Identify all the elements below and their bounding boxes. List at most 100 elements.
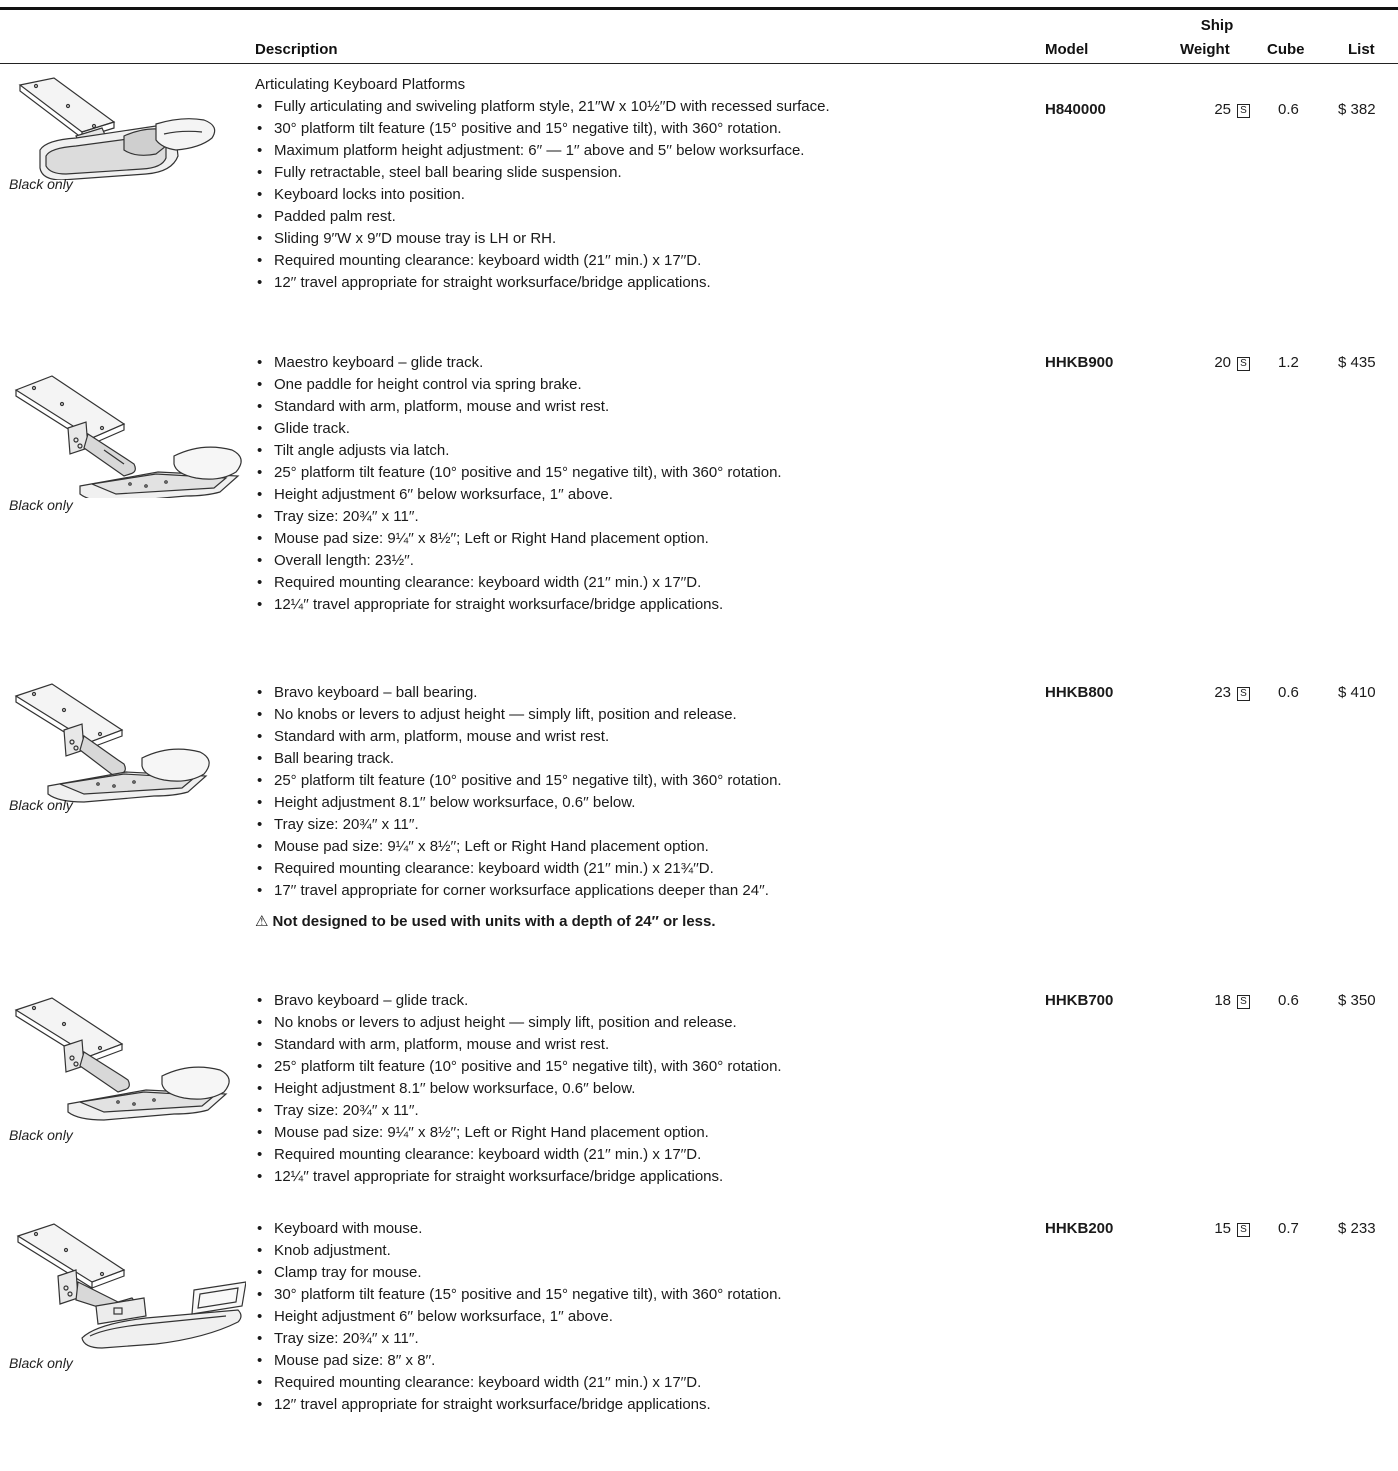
warning-text: Not designed to be used with units with … (272, 913, 716, 930)
header-description: Description (255, 41, 338, 58)
product-description: Articulating Keyboard Platforms Fully ar… (255, 74, 1015, 294)
feature-item: Maestro keyboard – glide track. (255, 352, 1015, 374)
feature-item: Standard with arm, platform, mouse and w… (255, 1034, 1015, 1056)
feature-item: Mouse pad size: 9¼′′ x 8½′′; Left or Rig… (255, 836, 1015, 858)
feature-item: Required mounting clearance: keyboard wi… (255, 572, 1015, 594)
shipping-code-badge: S (1237, 995, 1250, 1009)
feature-item: Tray size: 20¾′′ x 11′′. (255, 814, 1015, 836)
feature-item: No knobs or levers to adjust height — si… (255, 704, 1015, 726)
feature-item: Keyboard locks into position. (255, 184, 1015, 206)
keyboard-arm-mouse-tray-icon (6, 992, 250, 1122)
feature-item: Glide track. (255, 418, 1015, 440)
feature-item: 12′′ travel appropriate for straight wor… (255, 1394, 1015, 1416)
shipping-code-badge: S (1237, 687, 1250, 701)
color-caption: Black only (9, 1355, 73, 1371)
section-title: Articulating Keyboard Platforms (255, 76, 466, 93)
feature-item: Height adjustment 6′′ below worksurface,… (255, 484, 1015, 506)
color-caption: Black only (9, 1127, 73, 1143)
keyboard-arm-mouse-tray-icon (6, 678, 250, 808)
cube-value: 0.7 (1278, 1220, 1299, 1237)
model-number: HHKB700 (1045, 992, 1114, 1009)
feature-item: 12′′ travel appropriate for straight wor… (255, 272, 1015, 294)
header-model: Model (1045, 41, 1089, 58)
feature-list: Bravo keyboard – ball bearing. No knobs … (255, 682, 1015, 902)
feature-item: 25° platform tilt feature (10° positive … (255, 1056, 1015, 1078)
shipping-code-badge: S (1237, 357, 1250, 371)
product-description: Maestro keyboard – glide track. One padd… (255, 352, 1015, 616)
feature-item: 12¼′′ travel appropriate for straight wo… (255, 1166, 1015, 1188)
cube-value: 1.2 (1278, 354, 1299, 371)
warning-note: ⚠ Not designed to be used with units with… (255, 911, 1015, 933)
feature-item: Mouse pad size: 9¼′′ x 8½′′; Left or Rig… (255, 1122, 1015, 1144)
feature-item: Sliding 9′′W x 9′′D mouse tray is LH or … (255, 228, 1015, 250)
ship-weight: 20 S (1172, 352, 1250, 374)
ship-weight-value: 23 (1214, 684, 1231, 701)
keyboard-arm-mouse-tray-icon (6, 368, 250, 498)
feature-item: One paddle for height control via spring… (255, 374, 1015, 396)
feature-item: Overall length: 23½′′. (255, 550, 1015, 572)
feature-item: No knobs or levers to adjust height — si… (255, 1012, 1015, 1034)
feature-item: Maximum platform height adjustment: 6′′ … (255, 140, 1015, 162)
feature-item: Clamp tray for mouse. (255, 1262, 1015, 1284)
feature-item: Keyboard with mouse. (255, 1218, 1015, 1240)
feature-item: Tray size: 20¾′′ x 11′′. (255, 1328, 1015, 1350)
header-rule (0, 63, 1398, 64)
cube-value: 0.6 (1278, 101, 1299, 118)
ship-weight-value: 25 (1214, 101, 1231, 118)
feature-item: Padded palm rest. (255, 206, 1015, 228)
feature-item: 12¼′′ travel appropriate for straight wo… (255, 594, 1015, 616)
header-ship: Ship (1200, 17, 1234, 34)
feature-list: Fully articulating and swiveling platfor… (255, 96, 1015, 294)
feature-item: Required mounting clearance: keyboard wi… (255, 1144, 1015, 1166)
list-price: $ 350 (1338, 992, 1376, 1009)
ship-weight-value: 15 (1214, 1220, 1231, 1237)
list-price: $ 382 (1338, 101, 1376, 118)
color-caption: Black only (9, 176, 73, 192)
header-list: List (1348, 41, 1375, 58)
model-number: HHKB900 (1045, 354, 1114, 371)
cube-value: 0.6 (1278, 992, 1299, 1009)
feature-item: 25° platform tilt feature (10° positive … (255, 462, 1015, 484)
feature-item: Bravo keyboard – ball bearing. (255, 682, 1015, 704)
feature-item: Tilt angle adjusts via latch. (255, 440, 1015, 462)
feature-item: Standard with arm, platform, mouse and w… (255, 396, 1015, 418)
feature-list: Bravo keyboard – glide track. No knobs o… (255, 990, 1015, 1188)
ship-weight-value: 18 (1214, 992, 1231, 1009)
cube-value: 0.6 (1278, 684, 1299, 701)
product-description: Keyboard with mouse. Knob adjustment. Cl… (255, 1218, 1015, 1416)
header-weight: Weight (1180, 41, 1230, 58)
feature-item: Fully retractable, steel ball bearing sl… (255, 162, 1015, 184)
shipping-code-badge: S (1237, 104, 1250, 118)
list-price: $ 435 (1338, 354, 1376, 371)
feature-item: Required mounting clearance: keyboard wi… (255, 250, 1015, 272)
feature-item: Fully articulating and swiveling platfor… (255, 96, 1015, 118)
ship-weight: 23 S (1172, 682, 1250, 704)
warning-icon: ⚠ (255, 913, 269, 930)
ship-weight: 18 S (1172, 990, 1250, 1012)
model-number: H840000 (1045, 101, 1106, 118)
feature-item: Knob adjustment. (255, 1240, 1015, 1262)
feature-item: Mouse pad size: 9¼′′ x 8½′′; Left or Rig… (255, 528, 1015, 550)
feature-item: Tray size: 20¾′′ x 11′′. (255, 506, 1015, 528)
list-price: $ 410 (1338, 684, 1376, 701)
feature-item: Ball bearing track. (255, 748, 1015, 770)
feature-list: Keyboard with mouse. Knob adjustment. Cl… (255, 1218, 1015, 1416)
keyboard-arm-clamp-tray-icon (6, 1220, 250, 1350)
model-number: HHKB200 (1045, 1220, 1114, 1237)
feature-item: Height adjustment 6′′ below worksurface,… (255, 1306, 1015, 1328)
feature-item: Bravo keyboard – glide track. (255, 990, 1015, 1012)
model-number: HHKB800 (1045, 684, 1114, 701)
feature-item: 17′′ travel appropriate for corner works… (255, 880, 1015, 902)
header-cube: Cube (1267, 41, 1305, 58)
product-description: Bravo keyboard – glide track. No knobs o… (255, 990, 1015, 1188)
top-rule (0, 7, 1398, 10)
feature-item: Height adjustment 8.1′′ below worksurfac… (255, 1078, 1015, 1100)
product-description: Bravo keyboard – ball bearing. No knobs … (255, 682, 1015, 933)
ship-weight-value: 20 (1214, 354, 1231, 371)
feature-list: Maestro keyboard – glide track. One padd… (255, 352, 1015, 616)
ship-weight: 25 S (1172, 99, 1250, 121)
shipping-code-badge: S (1237, 1223, 1250, 1237)
feature-item: 30° platform tilt feature (15° positive … (255, 1284, 1015, 1306)
feature-item: Height adjustment 8.1′′ below worksurfac… (255, 792, 1015, 814)
feature-item: 25° platform tilt feature (10° positive … (255, 770, 1015, 792)
